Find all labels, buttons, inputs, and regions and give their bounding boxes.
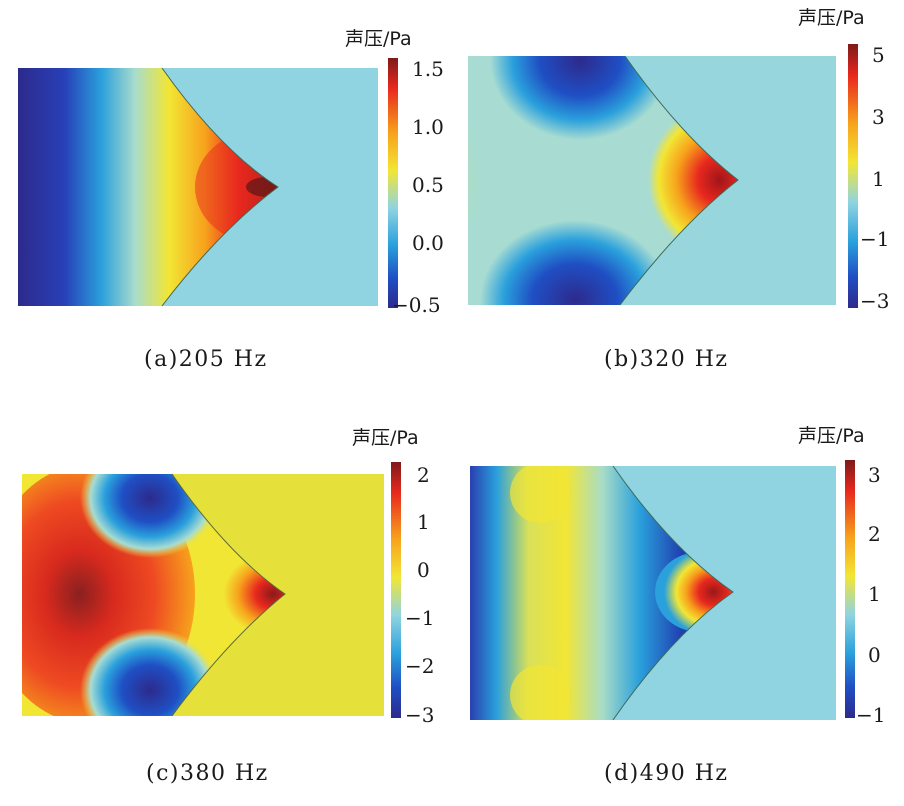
panel-c-tick: 1 — [417, 510, 430, 534]
panel-a: 声压/Pa 1.5 1.0 0.5 0.0 −0.5 (a)205 Hz — [18, 28, 444, 372]
panel-a-tick: 0.0 — [412, 231, 444, 255]
panel-c-colorbar — [391, 462, 401, 718]
panel-d-ticks: 3 2 1 0 −1 — [856, 463, 885, 727]
panel-c-unit: 声压/Pa — [352, 427, 419, 449]
panel-a-ticks: 1.5 1.0 0.5 0.0 −0.5 — [392, 57, 444, 317]
panel-c-ticks: 2 1 0 −1 −2 −3 — [405, 463, 434, 727]
panel-d: 声压/Pa 3 2 1 0 −1 (d)490 Hz — [470, 425, 885, 786]
panel-a-tick: −0.5 — [392, 293, 441, 317]
panel-c-tick: −1 — [405, 606, 434, 630]
panel-d-cusp-boundary — [612, 465, 734, 721]
panel-a-tick: 0.5 — [412, 173, 444, 197]
panel-a-colorbar — [388, 58, 398, 308]
panel-a-unit: 声压/Pa — [345, 28, 412, 50]
panel-d-unit: 声压/Pa — [798, 425, 865, 447]
panel-b-tick: −3 — [860, 289, 889, 313]
panel-c-tick: 0 — [417, 558, 430, 582]
panel-d-tick: 0 — [868, 643, 881, 667]
panel-b-ticks: 5 3 1 −1 −3 — [860, 43, 889, 313]
panel-d-tick: −1 — [856, 703, 885, 727]
panel-b-colorbar — [848, 44, 858, 308]
panel-a-caption: (a)205 Hz — [144, 347, 268, 372]
panel-c-caption: (c)380 Hz — [146, 761, 269, 786]
panel-b-caption: (b)320 Hz — [604, 347, 729, 372]
panel-a-tick: 1.5 — [412, 57, 444, 81]
panel-c-cusp-boundary — [171, 473, 286, 717]
panel-b: 声压/Pa 5 3 1 −1 −3 (b)320 Hz — [468, 7, 889, 372]
panel-b-cusp-boundary — [619, 55, 739, 306]
panel-b-unit: 声压/Pa — [798, 7, 865, 29]
panel-b-tick: 1 — [872, 167, 885, 191]
panel-c-tick: −3 — [405, 703, 434, 727]
panel-b-tick: −1 — [860, 227, 889, 251]
panel-b-tick: 5 — [872, 43, 885, 67]
panel-c-tick: 2 — [417, 463, 430, 487]
panel-c: 声压/Pa 2 1 0 −1 −2 −3 (c)380 Hz — [22, 427, 434, 786]
panel-d-tick: 2 — [868, 522, 881, 546]
panel-d-tick: 1 — [868, 582, 881, 606]
panel-d-colorbar — [845, 460, 855, 718]
panel-a-cusp-boundary — [161, 67, 279, 307]
panel-a-tick: 1.0 — [412, 115, 444, 139]
panel-d-caption: (d)490 Hz — [604, 761, 729, 786]
panel-c-tick: −2 — [405, 654, 434, 678]
panel-d-tick: 3 — [868, 463, 881, 487]
panel-b-tick: 3 — [872, 105, 885, 129]
